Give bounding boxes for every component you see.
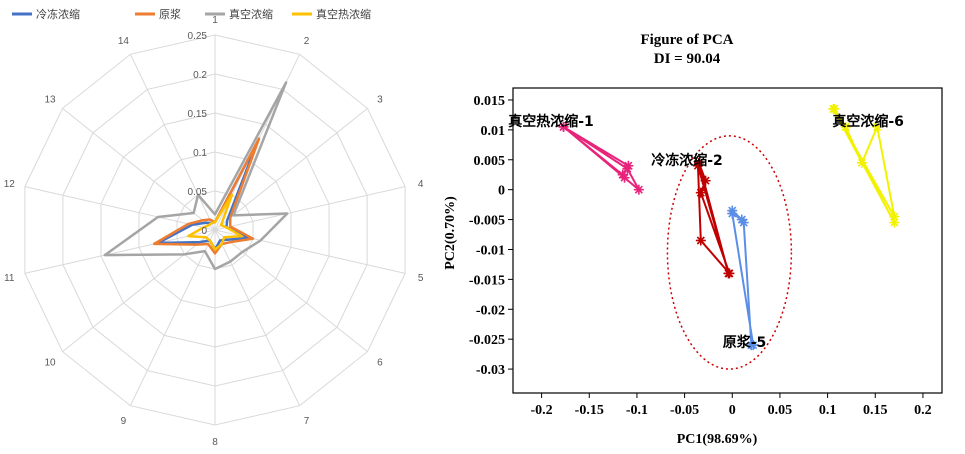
pca-group-outline [696, 161, 731, 275]
radar-tick-label: 0.15 [188, 109, 208, 120]
pca-group-label: 真空浓缩-6 [832, 113, 904, 130]
radar-spoke [214, 229, 368, 352]
pca-x-tick-label: 0.2 [914, 403, 932, 418]
pca-axes: -0.2 -0.15 -0.1 -0.05 0 0.05 0.1 0.15 0.2 0.015 0.… [469, 87, 943, 418]
pca-y-tick-label: -0.005 [469, 214, 505, 229]
pca-y-tick-label: -0.03 [476, 363, 505, 378]
radar-category-label: 2 [304, 36, 310, 47]
pca-point-marker [872, 121, 883, 132]
radar-spoke [62, 229, 216, 352]
radar-category-label: 10 [44, 358, 56, 369]
pca-group-label: 真空热浓缩-1 [508, 113, 594, 130]
radar-category-label: 8 [212, 437, 218, 448]
pca-x-tick-label: -0.05 [670, 403, 699, 418]
pca-point-marker [736, 214, 747, 225]
pca-y-tick-label: 0.015 [474, 94, 506, 109]
radar-grid [24, 34, 406, 426]
radar-tick-label: 0 [201, 226, 207, 237]
radar-spoke [129, 54, 216, 231]
radar-category-label: 12 [4, 179, 16, 190]
pca-x-tick-label: -0.15 [575, 403, 604, 418]
pca-point-marker [695, 235, 706, 246]
pca-title: Figure of PCA [640, 32, 733, 48]
radar-category-label: 13 [44, 94, 56, 105]
radar-spoke [214, 108, 368, 231]
pca-point-marker [856, 157, 867, 168]
pca-y-tick-label: -0.025 [469, 333, 505, 348]
pca-frame [512, 87, 943, 394]
pca-plot-area: 真空热浓缩-1 冷冻浓缩-2 原浆-5 真空浓缩-6 [508, 103, 904, 370]
legend-label: 原浆 [159, 7, 181, 21]
radar-spoke [214, 186, 406, 231]
pca-group-outline [731, 209, 755, 347]
pca-point-marker [829, 103, 840, 114]
pca-y-tick-label: 0 [498, 184, 505, 199]
pca-y-tick-label: -0.01 [476, 243, 505, 258]
radar-category-label: 11 [4, 273, 15, 284]
radar-category-label: 6 [377, 358, 383, 369]
radar-category-label: 4 [418, 179, 424, 190]
pca-group-label: 原浆-5 [723, 334, 767, 351]
pca-point-marker [692, 160, 703, 171]
radar-series [103, 81, 289, 271]
radar-category-label: 3 [377, 94, 383, 105]
radar-tick-label: 0.1 [193, 148, 207, 159]
radar-legend: 冷冻浓缩 原浆 真空浓缩 真空热浓缩 [12, 7, 371, 21]
pca-point-marker [558, 121, 569, 132]
pca-x-tick-label: -0.1 [626, 403, 648, 418]
pca-y-tick-label: 0.005 [474, 154, 506, 169]
radar-spoke [129, 229, 216, 406]
pca-x-tick-label: 0.05 [768, 403, 793, 418]
legend-label: 真空浓缩 [229, 7, 273, 21]
radar-category-label: 7 [304, 416, 310, 427]
pca-group-label: 冷冻浓缩-2 [651, 152, 723, 169]
pca-point-marker [748, 340, 759, 351]
radar-tick-label: 0.05 [188, 187, 208, 198]
pca-confidence-ellipse [666, 135, 793, 370]
pca-y-tick-label: -0.02 [476, 303, 505, 318]
radar-spoke [62, 108, 216, 231]
pca-y-tick-label: 0.01 [481, 124, 506, 139]
pca-point-marker [840, 121, 851, 132]
pca-x-tick-label: 0.15 [863, 403, 888, 418]
radar-category-label: 14 [118, 36, 130, 47]
pca-subtitle: DI = 90.04 [654, 51, 721, 67]
pca-point-marker [723, 268, 734, 279]
pca-group-outline [832, 107, 896, 224]
radar-series-line [152, 137, 261, 255]
radar-tick-label: 0.25 [188, 31, 208, 42]
radar-category-label: 1 [212, 15, 218, 26]
legend-label: 真空热浓缩 [316, 7, 371, 21]
pca-point-marker [889, 217, 900, 228]
radar-category-label: 9 [121, 416, 127, 427]
pca-x-axis-label: PC1(98.69%) [677, 432, 758, 447]
pca-y-tick-label: -0.015 [469, 273, 505, 288]
legend-label: 冷冻浓缩 [36, 7, 80, 21]
pca-point-marker [695, 187, 706, 198]
radar-category-label: 5 [418, 273, 424, 284]
pca-point-marker [617, 169, 628, 180]
radar-tick-label: 0.2 [193, 70, 207, 81]
radar-series-line [187, 193, 243, 251]
pca-point-marker [633, 184, 644, 195]
pca-point-marker [623, 160, 634, 171]
radar-spoke [24, 186, 216, 231]
pca-x-tick-label: 0 [729, 403, 736, 418]
radar-series-line [103, 81, 289, 271]
pca-point-marker [700, 175, 711, 186]
pca-y-axis-label: PC2(0.70%) [443, 196, 458, 270]
pca-x-tick-label: -0.2 [531, 403, 553, 418]
radar-spoke [24, 229, 216, 274]
pca-point-marker [727, 208, 738, 219]
pca-x-tick-label: 0.1 [819, 403, 837, 418]
pca-chart: Figure of PCA DI = 90.04 -0.2 -0.15 -0.1 -0… [443, 32, 943, 447]
radar-spoke [214, 229, 301, 406]
